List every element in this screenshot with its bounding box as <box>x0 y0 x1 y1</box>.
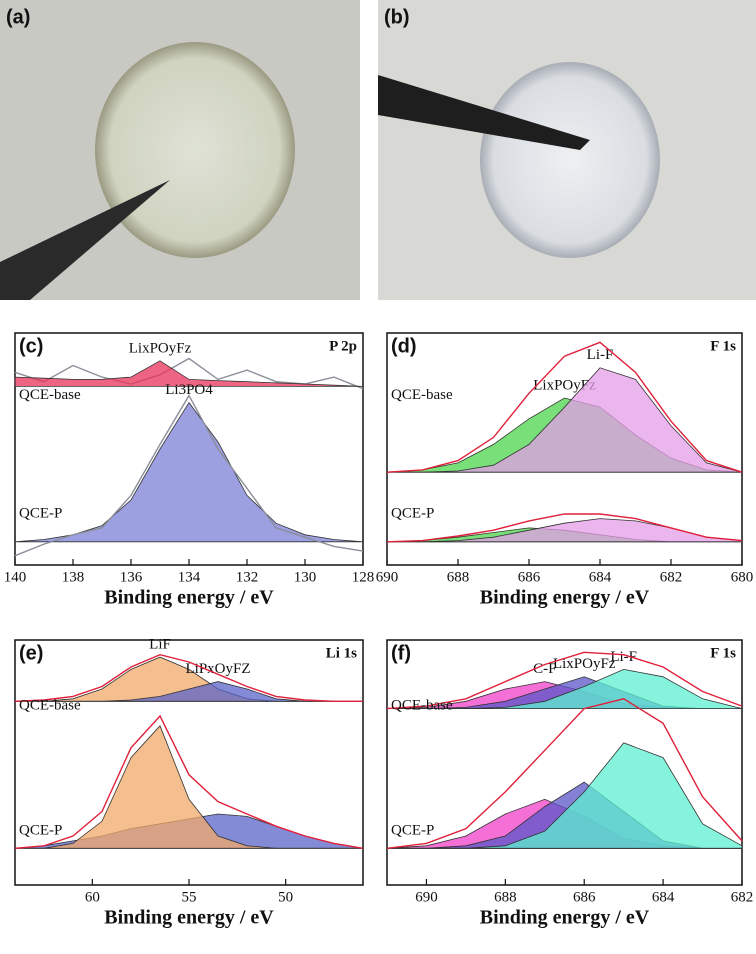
x-tick-label: 690 <box>376 569 399 585</box>
x-tick-label: 684 <box>652 889 675 905</box>
sample-label: QCE-base <box>19 387 81 403</box>
peak-label: Li-F <box>610 649 637 665</box>
peak-area <box>387 668 743 709</box>
spectrum-line <box>386 698 743 849</box>
sample-label: QCE-P <box>391 505 434 521</box>
x-tick-label: 138 <box>62 569 85 585</box>
x-tick-label: 60 <box>85 889 100 905</box>
peak-label: LiF <box>149 637 171 653</box>
x-tick-label: 682 <box>660 569 683 585</box>
x-tick-label: 136 <box>120 569 143 585</box>
peak-label: C-F <box>533 661 556 677</box>
peak-label: Li-F <box>587 347 614 363</box>
panel-label: (f) <box>391 642 411 664</box>
peak-label: LiPxOyFZ <box>185 661 250 677</box>
peak-label: LixPOyFz <box>129 340 192 356</box>
panel-label: (c) <box>19 335 43 357</box>
x-axis-title: Binding energy / eV <box>104 587 274 609</box>
x-tick-label: 50 <box>278 889 293 905</box>
x-tick-label: 132 <box>236 569 259 585</box>
x-tick-label: 134 <box>178 569 201 585</box>
panel-label: (d) <box>391 335 417 357</box>
spectrum-line <box>386 651 743 710</box>
x-tick-label: 686 <box>573 889 596 905</box>
x-axis-title: Binding energy / eV <box>480 907 650 929</box>
x-tick-label: 128 <box>352 569 375 585</box>
sample-label: QCE-base <box>391 387 453 403</box>
photo-a: (a) <box>0 0 360 300</box>
core-level: F 1s <box>710 645 736 661</box>
x-tick-label: 684 <box>589 569 612 585</box>
panel-label: (b) <box>384 6 410 28</box>
x-tick-label: 55 <box>182 889 197 905</box>
spectrum-line <box>14 394 364 557</box>
sample-label: QCE-base <box>391 698 453 714</box>
x-axis-title: Binding energy / eV <box>104 907 274 929</box>
spectrum-line <box>14 714 364 849</box>
sample-label: QCE-P <box>19 823 62 839</box>
x-tick-label: 130 <box>294 569 317 585</box>
peak-area <box>14 360 364 387</box>
spectrum-line <box>386 513 743 543</box>
panel-label: (e) <box>19 642 43 664</box>
x-axis-title: Binding energy / eV <box>480 587 650 609</box>
x-tick-label: 690 <box>415 889 438 905</box>
x-tick-label: 686 <box>518 569 541 585</box>
x-tick-label: 680 <box>731 569 754 585</box>
core-level: F 1s <box>710 338 736 354</box>
spectrum-line <box>386 341 743 473</box>
sample-label: QCE-P <box>19 505 62 521</box>
x-tick-label: 682 <box>731 889 754 905</box>
peak-label: Li3PO4 <box>165 382 213 398</box>
peak-area <box>15 725 363 849</box>
core-level: P 2p <box>329 338 357 354</box>
x-tick-label: 688 <box>447 569 470 585</box>
photo-b: (b) <box>378 0 756 300</box>
peak-area <box>387 742 743 849</box>
peak-area <box>387 367 743 473</box>
sample-label: QCE-P <box>391 823 434 839</box>
core-level: Li 1s <box>326 645 357 661</box>
spectrum-line <box>14 653 363 702</box>
xps-panel: LixPOyFz Li3PO4 QCE-base QCE-P 140 138 136 134 1… <box>4 332 375 609</box>
sample-label: QCE-base <box>19 698 81 714</box>
x-tick-label: 140 <box>4 569 27 585</box>
panel-label: (a) <box>6 6 30 28</box>
peak-label: LixPOyFz <box>553 656 616 672</box>
x-tick-label: 688 <box>494 889 517 905</box>
